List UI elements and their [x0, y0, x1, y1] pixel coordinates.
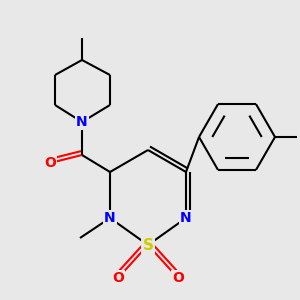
Text: N: N — [76, 115, 88, 129]
Text: N: N — [104, 211, 116, 225]
Text: N: N — [180, 211, 192, 225]
Text: O: O — [172, 271, 184, 285]
Text: O: O — [44, 156, 56, 170]
Text: O: O — [112, 271, 124, 285]
Text: S: S — [142, 238, 154, 253]
